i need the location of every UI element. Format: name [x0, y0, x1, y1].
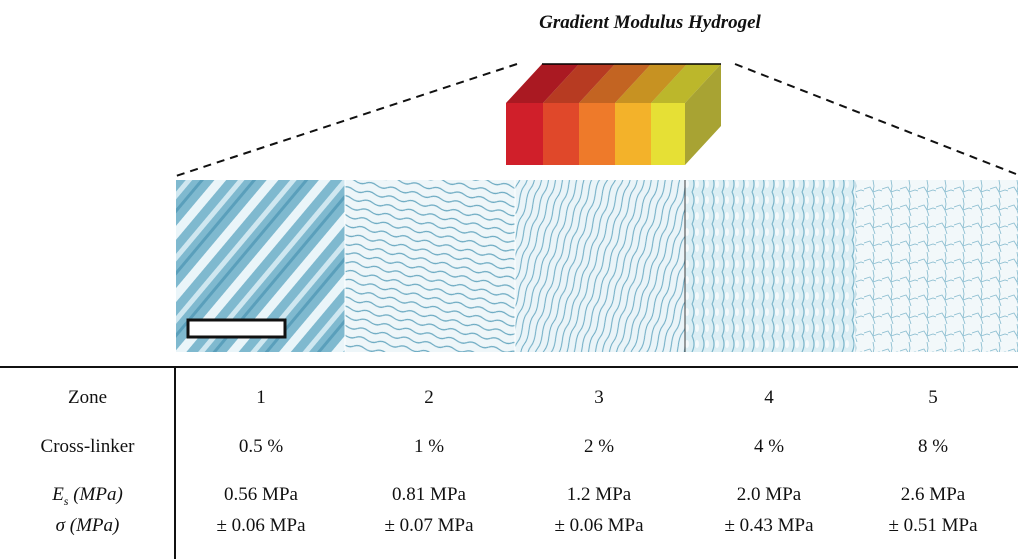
sigma-value: ± 0.43 MPa [724, 515, 814, 536]
gradient-hydrogel-block [506, 63, 721, 165]
crosslinker-value: 2 % [583, 436, 615, 457]
block-zone-4-top [615, 64, 687, 103]
row-label-crosslinker: Cross-linker [40, 436, 135, 457]
block-zone-5-front [651, 103, 685, 165]
block-zone-2-front [543, 103, 579, 165]
micrograph-zone-4 [685, 180, 855, 352]
es-value: 2.0 MPa [736, 484, 802, 505]
zone-number: 4 [764, 387, 774, 408]
block-zone-1-top [506, 64, 579, 103]
es-value: 1.2 MPa [566, 484, 632, 505]
micrograph-strip [176, 180, 1018, 352]
figure-illustration [175, 63, 1018, 352]
figure-title: Gradient Modulus Hydrogel [539, 12, 761, 33]
table-top-rule [0, 366, 1018, 368]
block-zone-1-front [506, 103, 543, 165]
crosslinker-value: 4 % [753, 436, 785, 457]
crosslinker-value: 0.5 % [238, 436, 284, 457]
es-symbol: E [52, 484, 64, 505]
table-left-rule [174, 366, 176, 559]
zone-number: 5 [928, 387, 938, 408]
row-label-es: Es (MPa) [0, 484, 175, 509]
es-value: 2.6 MPa [900, 484, 966, 505]
block-zone-4-front [615, 103, 651, 165]
es-subscript: s [63, 493, 69, 508]
block-zone-2-top [543, 64, 615, 103]
sigma-value: ± 0.06 MPa [554, 515, 644, 536]
projection-line-right [734, 63, 1017, 175]
sigma-value: ± 0.07 MPa [384, 515, 474, 536]
block-zone-3-top [579, 64, 651, 103]
row-label-zone: Zone [67, 387, 108, 408]
zone-number: 3 [594, 387, 604, 408]
row-label-sigma: σ (MPa) [55, 515, 120, 536]
zone-number: 2 [424, 387, 434, 408]
scale-bar [186, 318, 287, 339]
es-unit: (MPa) [68, 484, 123, 505]
block-side-face [685, 64, 721, 165]
zone-number: 1 [256, 387, 266, 408]
es-value: 0.56 MPa [224, 484, 298, 505]
crosslinker-value: 8 % [917, 436, 949, 457]
micrograph-zone-5 [855, 180, 1018, 352]
sigma-value: ± 0.51 MPa [888, 515, 978, 536]
crosslinker-value: 1 % [413, 436, 445, 457]
block-zone-3-front [579, 103, 615, 165]
block-zone-5-top [651, 64, 721, 103]
micrograph-zone-3 [515, 180, 685, 352]
es-value: 0.81 MPa [392, 484, 466, 505]
micrograph-zone-2 [345, 180, 515, 352]
sigma-value: ± 0.06 MPa [216, 515, 306, 536]
projection-line-left [175, 63, 518, 177]
